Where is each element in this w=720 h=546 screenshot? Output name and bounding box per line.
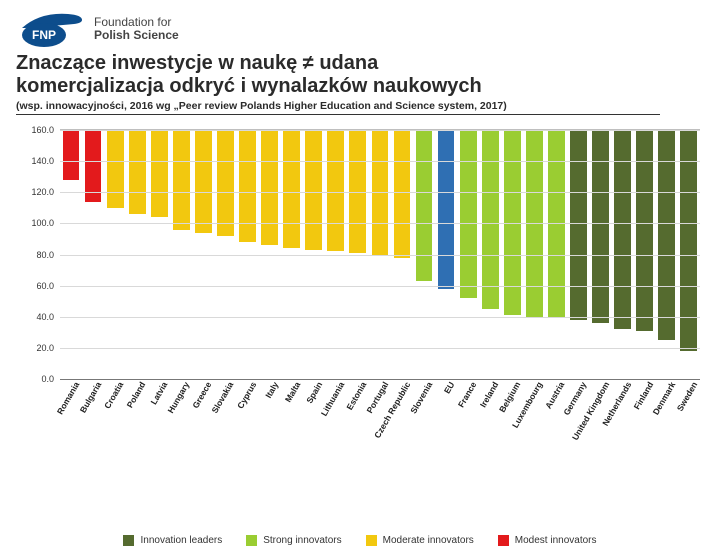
legend-label: Innovation leaders <box>140 535 222 546</box>
bar-label: Sweden <box>674 380 699 413</box>
bar-label: Cyprus <box>235 380 258 410</box>
bar <box>63 130 80 180</box>
y-tick-label: 80.0 <box>36 250 54 260</box>
legend-swatch <box>246 535 257 546</box>
bar-label: Estonia <box>344 380 368 412</box>
bar <box>283 130 300 248</box>
gridline <box>60 286 700 287</box>
bar-label: Finland <box>631 380 655 411</box>
bar-label: Romania <box>55 380 82 416</box>
bar <box>85 130 102 202</box>
legend-swatch <box>498 535 509 546</box>
title-line-1: Znaczące inwestycje w naukę ≠ udana <box>16 52 710 75</box>
bar <box>239 130 256 242</box>
x-axis-baseline <box>60 379 700 380</box>
bar <box>636 130 653 331</box>
legend-item: Modest innovators <box>498 535 597 546</box>
bar <box>217 130 234 236</box>
legend-swatch <box>366 535 377 546</box>
gridline <box>60 317 700 318</box>
page-root: FNP Foundation for Polish Science Znaczą… <box>0 0 720 540</box>
y-tick-label: 100.0 <box>31 218 54 228</box>
y-tick-label: 20.0 <box>36 343 54 353</box>
title-line-2: komercjalizacja odkryć i wynalazków nauk… <box>16 75 710 98</box>
bar-label: Italy <box>263 380 280 400</box>
bar <box>261 130 278 245</box>
bar <box>460 130 477 298</box>
bar-label: France <box>456 380 479 409</box>
bar-label: Greece <box>191 380 214 410</box>
brand-name: Foundation for Polish Science <box>94 16 179 42</box>
bar <box>438 130 455 289</box>
bar <box>195 130 212 233</box>
y-tick-label: 140.0 <box>31 156 54 166</box>
gridline <box>60 130 700 131</box>
bar <box>107 130 124 208</box>
bar-label: Malta <box>283 380 303 404</box>
fnp-abbr: FNP <box>32 28 56 42</box>
bar-label: Poland <box>125 380 148 410</box>
title-underline <box>16 114 660 115</box>
title-block: Znaczące inwestycje w naukę ≠ udana kome… <box>16 52 710 112</box>
bar <box>570 130 587 320</box>
bar <box>129 130 146 214</box>
bar <box>173 130 190 230</box>
legend-label: Strong innovators <box>263 535 341 546</box>
subtitle: (wsp. innowacyjności, 2016 wg „Peer revi… <box>16 100 710 112</box>
bar <box>416 130 433 281</box>
y-tick-label: 40.0 <box>36 312 54 322</box>
legend-item: Moderate innovators <box>366 535 474 546</box>
legend-item: Innovation leaders <box>123 535 222 546</box>
bar-label: Spain <box>304 380 324 405</box>
bar <box>614 130 631 329</box>
bar <box>482 130 499 309</box>
y-tick-label: 60.0 <box>36 281 54 291</box>
chart-legend: Innovation leaders Strong innovators Moder… <box>10 535 710 546</box>
y-tick-label: 120.0 <box>31 187 54 197</box>
bar-label: Latvia <box>149 380 170 406</box>
bar <box>151 130 168 217</box>
bar-label: Bulgaria <box>78 380 104 414</box>
gridline <box>60 223 700 224</box>
bar <box>680 130 697 351</box>
gridline <box>60 161 700 162</box>
gridline <box>60 255 700 256</box>
gridline <box>60 192 700 193</box>
brand-logo: FNP Foundation for Polish Science <box>20 10 710 48</box>
legend-label: Moderate innovators <box>383 535 474 546</box>
gridline <box>60 348 700 349</box>
y-tick-label: 0.0 <box>41 374 54 384</box>
bar-label: EU <box>442 380 457 395</box>
bar <box>394 130 411 258</box>
bar <box>327 130 344 251</box>
legend-item: Strong innovators <box>246 535 341 546</box>
legend-swatch <box>123 535 134 546</box>
bar-label: Ireland <box>478 380 501 409</box>
bar-label: Slovakia <box>210 380 236 415</box>
innovation-chart: 0.020.040.060.080.0100.0120.0140.0160.0 … <box>28 129 708 439</box>
bar <box>305 130 322 250</box>
bar <box>592 130 609 323</box>
chart-plot-area: 0.020.040.060.080.0100.0120.0140.0160.0 … <box>60 129 700 379</box>
bar-label: Hungary <box>166 380 192 415</box>
brand-line2: Polish Science <box>94 29 179 42</box>
y-axis-labels: 0.020.040.060.080.0100.0120.0140.0160.0 <box>26 130 58 379</box>
legend-label: Modest innovators <box>515 535 597 546</box>
fnp-logo-icon: FNP <box>20 10 84 48</box>
y-tick-label: 160.0 <box>31 125 54 135</box>
bar-label: Croatia <box>102 380 125 410</box>
